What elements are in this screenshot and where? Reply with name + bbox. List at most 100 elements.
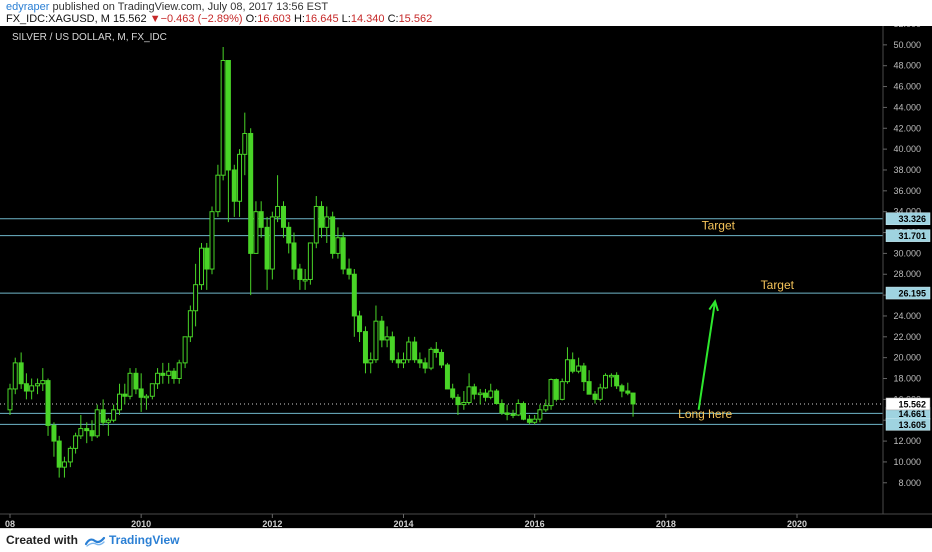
last-price-box <box>885 397 931 411</box>
candle <box>51 422 57 457</box>
candle <box>510 409 516 419</box>
candle <box>373 305 379 363</box>
candle-body-down <box>494 390 500 405</box>
y-tick-label: 38.000 <box>893 165 921 175</box>
candle <box>286 222 292 254</box>
candle <box>461 391 467 410</box>
y-tick-label: 34.000 <box>893 207 921 217</box>
y-tick-label: 42.000 <box>893 123 921 133</box>
low-label: L: <box>341 13 351 25</box>
candle <box>291 232 297 280</box>
candle <box>89 420 95 442</box>
candle <box>199 242 205 290</box>
candle <box>127 368 133 400</box>
open-label: O: <box>245 13 258 25</box>
candle-body-up <box>105 419 111 423</box>
candle-body-down <box>450 388 456 398</box>
candle-body-down <box>521 403 527 420</box>
candle-body-up <box>384 336 390 341</box>
price-label: 33.326 <box>885 212 931 225</box>
tradingview-brand[interactable]: TradingView <box>109 533 180 547</box>
candle <box>171 368 177 384</box>
candle <box>602 373 608 389</box>
candle <box>248 128 254 296</box>
candle <box>532 415 538 425</box>
candle-body-down <box>433 348 439 353</box>
candle-body-down <box>100 409 106 423</box>
candle-body-up <box>193 284 199 312</box>
candle-body-up <box>368 359 374 364</box>
candle-body-up <box>143 395 149 399</box>
candle-body-up <box>477 392 483 396</box>
y-tick-label: 20.000 <box>893 353 921 363</box>
candle-body-down <box>84 428 90 432</box>
x-tick-label: 2016 <box>525 519 545 528</box>
candle <box>499 399 505 416</box>
candle <box>269 211 275 280</box>
x-tick-label: 2012 <box>262 519 282 528</box>
candle <box>297 263 303 290</box>
candle <box>302 269 308 290</box>
candle-body-down <box>553 379 559 400</box>
candle-body-down <box>499 403 505 414</box>
candle-body-down <box>225 59 231 171</box>
chart-annotation: Target <box>761 278 795 292</box>
candle-body-down <box>264 226 270 270</box>
candle-body-down <box>23 383 29 392</box>
price-label: 26.195 <box>885 286 931 300</box>
candle-body-down <box>340 237 346 270</box>
price-label: 13.605 <box>885 418 931 431</box>
candle <box>581 362 587 392</box>
price-label: 31.701 <box>885 229 931 242</box>
last-price-text: 15.562 <box>898 399 926 409</box>
candle <box>45 378 51 436</box>
candle <box>73 432 79 454</box>
author-link[interactable]: edyraper <box>6 1 50 13</box>
candle-body-up <box>559 381 565 400</box>
candle-body-down <box>45 380 51 426</box>
candle <box>324 206 330 243</box>
price-label-box <box>885 229 931 242</box>
candle <box>488 383 494 400</box>
price-label-box <box>885 212 931 225</box>
y-tick-label: 46.000 <box>893 82 921 92</box>
candle-body-up <box>602 374 608 389</box>
target-arrow <box>697 301 717 410</box>
candle <box>335 227 341 259</box>
low-value: 14.340 <box>350 13 385 25</box>
candle-body-up <box>307 242 313 280</box>
candle-body-down <box>570 359 576 372</box>
candle <box>220 46 226 181</box>
candle-body-up <box>215 174 221 213</box>
candle-body-down <box>379 320 385 341</box>
candle-body-down <box>160 372 166 376</box>
footer: Created with TradingView <box>0 528 932 551</box>
candle <box>570 352 576 374</box>
candle <box>253 201 259 254</box>
candle-body-up <box>220 59 226 176</box>
chart-area[interactable]: SILVER / US DOLLAR, M, FX_IDC Target Targ… <box>0 19 932 529</box>
candle <box>340 232 346 275</box>
candle-body-up <box>94 409 100 437</box>
candle <box>149 383 155 400</box>
down-arrow-icon: ▼ <box>149 13 161 25</box>
candlestick-chart[interactable]: SILVER / US DOLLAR, M, FX_IDC Target Targ… <box>0 19 932 529</box>
candle <box>122 383 128 405</box>
candle-body-down <box>581 365 587 383</box>
candle-body-up <box>199 247 205 286</box>
candle <box>111 404 117 423</box>
candle <box>237 149 243 217</box>
candle <box>412 336 418 363</box>
candle-body-down <box>89 430 95 437</box>
candle-body-up <box>67 447 73 463</box>
price-label-text: 13.605 <box>898 420 926 430</box>
close-label: C: <box>387 13 399 25</box>
candle-body-down <box>614 374 620 387</box>
candle <box>564 347 570 384</box>
candle-body-up <box>117 393 123 411</box>
candle <box>401 352 406 369</box>
candle <box>482 388 488 402</box>
candle <box>433 342 439 358</box>
candle <box>307 242 313 285</box>
candle-body-up <box>335 237 341 254</box>
